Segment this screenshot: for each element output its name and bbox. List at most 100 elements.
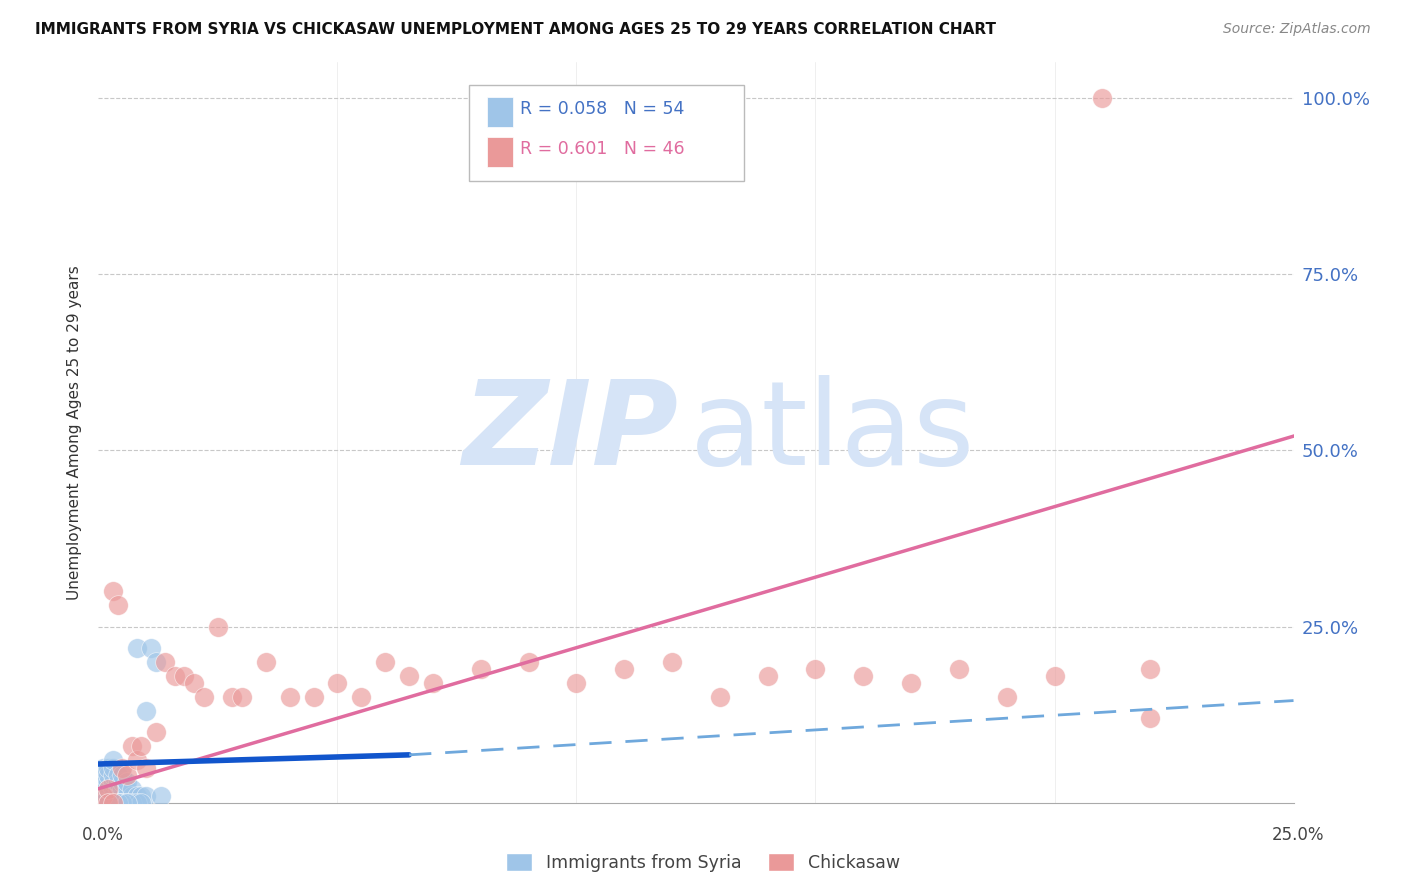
- Point: [111, 767, 134, 781]
- Point: [125, 796, 148, 810]
- Point: [1139, 711, 1161, 725]
- Point: [131, 739, 153, 754]
- Point: [948, 662, 970, 676]
- Point: [278, 690, 301, 704]
- Point: [470, 662, 492, 676]
- Point: [97, 760, 120, 774]
- Point: [139, 640, 162, 655]
- Text: 25.0%: 25.0%: [1271, 826, 1324, 844]
- Point: [302, 690, 325, 704]
- Legend: Immigrants from Syria, Chickasaw: Immigrants from Syria, Chickasaw: [499, 847, 907, 879]
- Point: [107, 789, 129, 803]
- Point: [254, 655, 277, 669]
- Point: [111, 781, 134, 796]
- Point: [121, 796, 143, 810]
- FancyBboxPatch shape: [470, 85, 744, 181]
- Point: [91, 781, 114, 796]
- Point: [565, 676, 588, 690]
- Point: [97, 781, 120, 796]
- Point: [111, 796, 134, 810]
- Point: [101, 767, 124, 781]
- Point: [125, 789, 148, 803]
- Point: [97, 774, 120, 789]
- Point: [231, 690, 253, 704]
- Point: [709, 690, 731, 704]
- Point: [661, 655, 683, 669]
- Point: [101, 796, 124, 810]
- Point: [422, 676, 444, 690]
- Point: [101, 796, 124, 810]
- Point: [1139, 662, 1161, 676]
- Point: [107, 796, 129, 810]
- Text: atlas: atlas: [690, 376, 976, 490]
- Point: [125, 640, 148, 655]
- Point: [995, 690, 1018, 704]
- Point: [91, 767, 114, 781]
- Point: [149, 789, 172, 803]
- Text: 0.0%: 0.0%: [82, 826, 124, 844]
- Point: [107, 796, 129, 810]
- Point: [97, 796, 120, 810]
- Point: [135, 704, 157, 718]
- Text: Source: ZipAtlas.com: Source: ZipAtlas.com: [1223, 22, 1371, 37]
- Point: [350, 690, 373, 704]
- Point: [173, 669, 195, 683]
- Point: [115, 774, 138, 789]
- Point: [613, 662, 636, 676]
- Point: [107, 774, 129, 789]
- Point: [115, 781, 138, 796]
- Text: IMMIGRANTS FROM SYRIA VS CHICKASAW UNEMPLOYMENT AMONG AGES 25 TO 29 YEARS CORREL: IMMIGRANTS FROM SYRIA VS CHICKASAW UNEMP…: [35, 22, 995, 37]
- Point: [107, 599, 129, 613]
- Point: [115, 796, 138, 810]
- Point: [374, 655, 396, 669]
- Y-axis label: Unemployment Among Ages 25 to 29 years: Unemployment Among Ages 25 to 29 years: [67, 265, 83, 600]
- Point: [804, 662, 827, 676]
- Point: [91, 796, 114, 810]
- Point: [326, 676, 349, 690]
- Point: [163, 669, 186, 683]
- Point: [121, 781, 143, 796]
- Point: [121, 789, 143, 803]
- Point: [91, 789, 114, 803]
- Point: [101, 584, 124, 599]
- Point: [517, 655, 540, 669]
- Point: [101, 760, 124, 774]
- Point: [145, 655, 167, 669]
- Point: [101, 774, 124, 789]
- Point: [115, 796, 138, 810]
- Point: [91, 774, 114, 789]
- Point: [131, 796, 153, 810]
- Point: [111, 789, 134, 803]
- Point: [115, 789, 138, 803]
- Point: [155, 655, 177, 669]
- Point: [101, 754, 124, 768]
- Point: [101, 796, 124, 810]
- Point: [183, 676, 205, 690]
- Bar: [486, 97, 513, 127]
- Text: R = 0.058   N = 54: R = 0.058 N = 54: [520, 100, 685, 118]
- Point: [91, 760, 114, 774]
- Point: [135, 760, 157, 774]
- Point: [145, 725, 167, 739]
- Point: [1091, 91, 1114, 105]
- Point: [398, 669, 420, 683]
- Point: [97, 796, 120, 810]
- Text: R = 0.601   N = 46: R = 0.601 N = 46: [520, 140, 685, 158]
- Point: [101, 796, 124, 810]
- Point: [1043, 669, 1066, 683]
- Point: [852, 669, 875, 683]
- Point: [101, 781, 124, 796]
- Point: [107, 796, 129, 810]
- Bar: [486, 136, 513, 167]
- Point: [101, 789, 124, 803]
- Point: [115, 767, 138, 781]
- Point: [131, 789, 153, 803]
- Point: [97, 789, 120, 803]
- Point: [107, 767, 129, 781]
- Point: [107, 781, 129, 796]
- Point: [125, 754, 148, 768]
- Point: [111, 796, 134, 810]
- Point: [193, 690, 215, 704]
- Point: [97, 781, 120, 796]
- Point: [221, 690, 243, 704]
